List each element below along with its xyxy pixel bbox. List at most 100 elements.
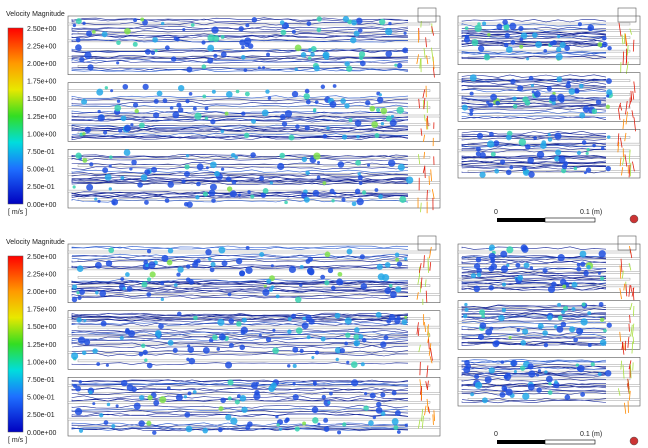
streamline bbox=[71, 173, 409, 178]
velocity-spot bbox=[269, 181, 274, 185]
velocity-spot bbox=[78, 380, 82, 384]
streamline bbox=[461, 101, 607, 105]
velocity-spot bbox=[239, 395, 247, 402]
streamline bbox=[461, 110, 607, 115]
outlet-streak bbox=[426, 398, 429, 412]
velocity-spot bbox=[270, 285, 275, 289]
velocity-spot bbox=[104, 86, 109, 90]
outlet-streak bbox=[619, 288, 622, 300]
scale-bar-black bbox=[497, 218, 545, 222]
velocity-spot bbox=[143, 259, 148, 265]
velocity-spot bbox=[71, 296, 78, 303]
streamline bbox=[461, 341, 606, 345]
velocity-spot bbox=[306, 335, 311, 340]
velocity-spot bbox=[360, 362, 365, 367]
velocity-spot bbox=[84, 339, 91, 346]
velocity-spot bbox=[379, 18, 386, 26]
legend-unit: [ m/s ] bbox=[8, 209, 27, 216]
streamline bbox=[71, 115, 409, 119]
velocity-spot bbox=[523, 262, 530, 269]
velocity-spot bbox=[388, 283, 393, 288]
velocity-spot bbox=[196, 163, 204, 171]
colorbar-label: 1.75e+00 bbox=[27, 307, 56, 314]
velocity-spot bbox=[469, 108, 474, 113]
streamline bbox=[461, 52, 607, 56]
velocity-spot bbox=[546, 86, 552, 92]
velocity-spot bbox=[500, 159, 506, 165]
streamline bbox=[461, 281, 607, 286]
velocity-spot bbox=[295, 296, 302, 303]
velocity-spot bbox=[91, 29, 96, 34]
velocity-spot bbox=[519, 37, 524, 42]
streamline bbox=[71, 287, 409, 291]
outlet-streak bbox=[628, 262, 632, 271]
velocity-spot bbox=[175, 37, 180, 42]
streamline bbox=[71, 258, 409, 263]
streamline bbox=[71, 293, 408, 298]
outlet-streak bbox=[624, 33, 628, 46]
outlet-streak bbox=[630, 285, 632, 292]
velocity-spot bbox=[184, 411, 191, 418]
velocity-spot bbox=[260, 192, 267, 198]
velocity-spot bbox=[479, 171, 486, 178]
streamline bbox=[71, 136, 409, 141]
outlet-streak bbox=[622, 51, 625, 66]
velocity-spot bbox=[518, 138, 527, 146]
velocity-spot bbox=[202, 94, 207, 99]
streamline bbox=[461, 378, 607, 382]
velocity-spot bbox=[187, 344, 191, 348]
velocity-spot bbox=[344, 341, 349, 346]
streamline bbox=[71, 39, 409, 43]
velocity-spot bbox=[394, 252, 400, 258]
velocity-spot bbox=[495, 100, 500, 106]
velocity-spot bbox=[152, 430, 157, 435]
velocity-spot bbox=[82, 132, 86, 136]
velocity-spot bbox=[320, 84, 326, 89]
velocity-spot bbox=[477, 22, 481, 26]
streamline bbox=[71, 124, 409, 129]
streamline bbox=[71, 295, 409, 300]
velocity-spot bbox=[226, 186, 233, 192]
streamline bbox=[71, 265, 409, 270]
velocity-spot bbox=[108, 164, 112, 168]
velocity-spot bbox=[500, 265, 509, 273]
velocity-spot bbox=[241, 317, 247, 323]
velocity-spot bbox=[266, 52, 270, 57]
channel-outline bbox=[67, 149, 441, 209]
velocity-spot bbox=[202, 346, 210, 354]
velocity-spot bbox=[571, 307, 576, 311]
velocity-spot bbox=[330, 285, 336, 291]
streamline bbox=[71, 342, 409, 347]
velocity-spot bbox=[579, 112, 586, 119]
streamline bbox=[71, 328, 409, 332]
velocity-spot bbox=[573, 337, 578, 343]
velocity-spot bbox=[187, 391, 192, 396]
rib bbox=[467, 398, 641, 401]
outlet-streak bbox=[425, 290, 428, 303]
velocity-spot bbox=[580, 392, 586, 397]
velocity-spot bbox=[537, 369, 542, 373]
outlet-streak bbox=[430, 347, 433, 361]
velocity-spot bbox=[202, 191, 209, 197]
velocity-spot bbox=[344, 61, 350, 67]
velocity-spot bbox=[404, 315, 408, 319]
velocity-spot bbox=[202, 427, 209, 434]
velocity-spot bbox=[262, 288, 270, 296]
velocity-spot bbox=[510, 40, 516, 45]
velocity-spot bbox=[377, 96, 384, 104]
velocity-spot bbox=[520, 32, 528, 40]
streamline bbox=[71, 95, 409, 99]
velocity-spot bbox=[519, 44, 524, 49]
channel-outline bbox=[67, 82, 441, 142]
velocity-spot bbox=[547, 285, 556, 293]
outlet-streak bbox=[631, 323, 635, 337]
velocity-spot bbox=[158, 323, 164, 330]
velocity-spot bbox=[488, 285, 494, 291]
velocity-spot bbox=[533, 136, 537, 140]
velocity-spot bbox=[384, 287, 392, 295]
streamline bbox=[71, 34, 409, 39]
velocity-spot bbox=[243, 132, 250, 139]
velocity-spot bbox=[192, 106, 197, 111]
velocity-spot bbox=[211, 26, 219, 34]
velocity-spot bbox=[536, 150, 545, 159]
